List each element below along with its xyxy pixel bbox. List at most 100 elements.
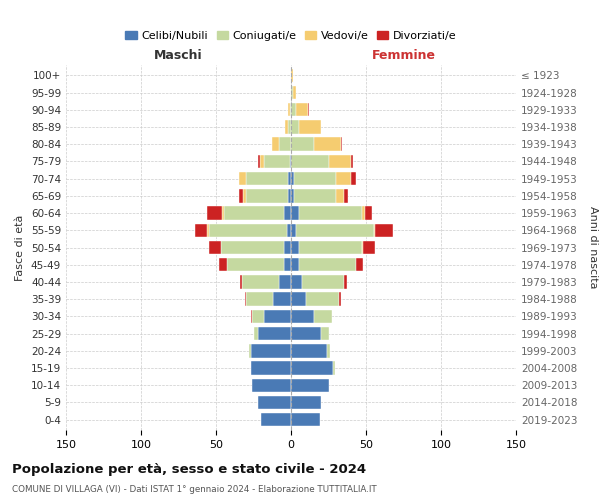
Bar [299,258,355,272]
Bar [290,154,291,168]
Bar [291,120,299,134]
Bar [223,206,284,220]
Bar [291,138,314,151]
Bar [284,241,291,254]
Bar [299,206,361,220]
Bar [327,344,330,358]
Bar [245,292,246,306]
Bar [341,138,342,151]
Bar [296,103,308,117]
Bar [279,275,291,288]
Bar [219,258,227,272]
Bar [291,189,294,202]
Bar [287,224,291,237]
Bar [363,241,375,254]
Bar [291,275,302,288]
Bar [240,275,241,288]
Bar [251,362,291,374]
Bar [258,154,260,168]
Bar [254,327,258,340]
Bar [246,172,288,186]
Bar [291,258,299,272]
Bar [227,258,284,272]
Bar [273,292,291,306]
Bar [336,172,351,186]
Bar [306,292,339,306]
Bar [373,224,375,237]
Bar [288,172,291,186]
Bar [291,103,296,117]
Bar [246,189,288,202]
Bar [284,258,291,272]
Bar [258,396,291,409]
Bar [365,206,372,220]
Bar [209,241,221,254]
Bar [291,241,299,254]
Bar [321,327,329,340]
Bar [260,154,264,168]
Bar [284,206,291,220]
Bar [291,362,333,374]
Bar [251,310,252,323]
Bar [291,310,314,323]
Bar [343,189,348,202]
Bar [261,413,291,426]
Bar [239,172,246,186]
Bar [239,189,243,202]
Text: Popolazione per età, sesso e stato civile - 2024: Popolazione per età, sesso e stato civil… [12,462,366,475]
Bar [291,86,293,100]
Bar [351,154,353,168]
Bar [375,224,393,237]
Bar [336,189,343,202]
Legend: Celibi/Nubili, Coniugati/e, Vedovi/e, Divorziati/e: Celibi/Nubili, Coniugati/e, Vedovi/e, Di… [121,27,461,46]
Bar [361,241,363,254]
Bar [279,138,291,151]
Bar [291,224,296,237]
Bar [343,275,347,288]
Bar [355,258,363,272]
Bar [314,138,341,151]
Bar [222,206,223,220]
Bar [207,206,222,220]
Bar [246,292,273,306]
Bar [241,275,279,288]
Bar [294,189,336,202]
Bar [291,206,299,220]
Bar [291,396,321,409]
Bar [251,344,291,358]
Text: Femmine: Femmine [371,48,436,62]
Bar [264,154,290,168]
Text: Maschi: Maschi [154,48,203,62]
Bar [221,241,284,254]
Bar [291,154,329,168]
Bar [302,275,343,288]
Y-axis label: Fasce di età: Fasce di età [16,214,25,280]
Y-axis label: Anni di nascita: Anni di nascita [589,206,598,289]
Bar [290,103,291,117]
Bar [252,378,291,392]
Bar [291,68,293,82]
Bar [329,154,351,168]
Bar [271,138,279,151]
Bar [195,224,207,237]
Bar [285,120,288,134]
Bar [288,189,291,202]
Bar [314,310,331,323]
Bar [207,224,209,237]
Bar [291,344,327,358]
Bar [291,378,329,392]
Bar [264,310,291,323]
Bar [308,103,309,117]
Bar [339,292,341,306]
Bar [291,413,320,426]
Bar [291,327,321,340]
Bar [249,344,251,358]
Bar [299,120,321,134]
Bar [252,310,264,323]
Bar [243,189,246,202]
Bar [288,103,290,117]
Bar [294,172,336,186]
Bar [299,241,361,254]
Bar [361,206,365,220]
Bar [258,327,291,340]
